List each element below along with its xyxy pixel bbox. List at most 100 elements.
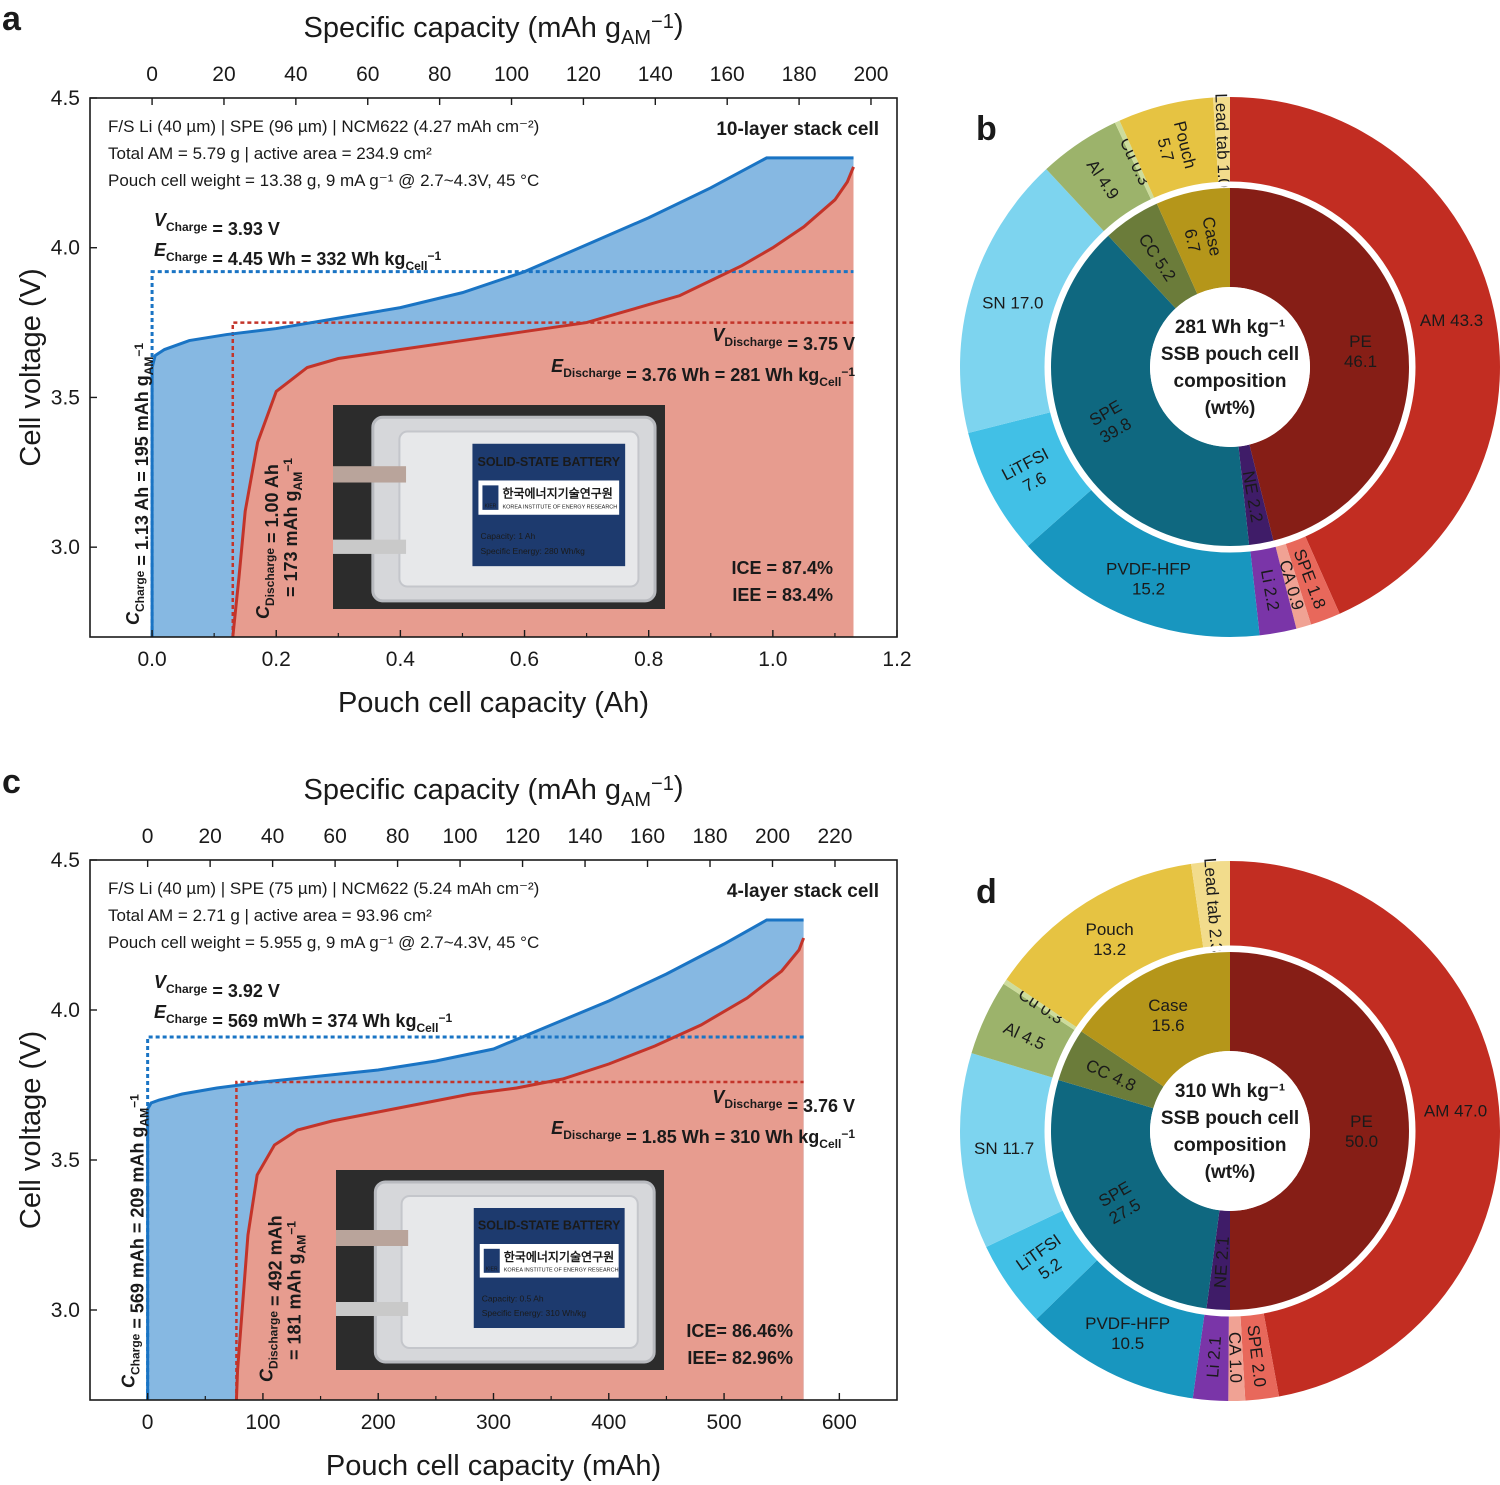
text-span: E (551, 1118, 564, 1138)
iee-label: IEE = 83.4% (732, 585, 833, 605)
top-x-tick-label: 180 (782, 63, 817, 86)
subscript: Cell (819, 375, 841, 389)
top-x-tick-label: 140 (638, 63, 673, 86)
text-span: V (154, 210, 168, 230)
c-charge-label: CCharge = 569 mAh = 209 mAh gAM−1 (119, 1094, 152, 1388)
text-span: = 569 mAh = 209 mAh g (128, 1127, 148, 1334)
panel-a-line-chart: 0.0 0.2 0.4 0.6 0.8 1.0 1.2 3.0 3.5 4.0 4.5 0 20 40 60… (2, 0, 912, 719)
v-charge-label: VCharge = 3.93 V (154, 210, 280, 239)
info-line: Total AM = 5.79 g | active area = 234.9 … (108, 144, 432, 163)
outer-slice-lead-tab (1213, 97, 1230, 185)
outer-slice-litfsi (986, 1209, 1099, 1320)
text-span: = 3.76 Wh = 281 Wh kg (621, 365, 819, 385)
outer-slice-am (1230, 861, 1500, 1397)
outer-slice-spe (1240, 1310, 1280, 1401)
top-x-tick-label: 0 (146, 63, 158, 86)
top-x-tick-label: 20 (212, 63, 235, 86)
text-span: = 3.75 V (782, 334, 855, 354)
x-tick-label: 500 (707, 1411, 742, 1434)
text-span: = 3.76 V (782, 1096, 855, 1116)
text-span: ) (674, 771, 684, 803)
discharge-curve (231, 166, 855, 638)
top-x-tick-label: 180 (692, 825, 727, 848)
outer-slice-label: Lead tab 1.0 (1211, 93, 1233, 188)
subscript: Charge (133, 570, 147, 612)
inner-slice-label: NE 2.1 (1211, 1236, 1233, 1289)
top-x-tick-label: 140 (568, 825, 603, 848)
discharge-curve (234, 937, 806, 1401)
battery-label-title: SOLID-STATE BATTERY (478, 455, 621, 469)
x-tick-label: 0.0 (137, 648, 166, 671)
top-x-tick-label: 100 (494, 63, 529, 86)
text-span: C (123, 611, 143, 625)
battery-label-title: SOLID-STATE BATTERY (478, 1219, 621, 1233)
outer-slice-label: PVDF-HFP 15.2 (1106, 559, 1191, 598)
y-tick-label: 3.5 (51, 1149, 80, 1172)
top-x-tick-label: 80 (428, 63, 451, 86)
discharge-average-voltage-line (235, 1080, 804, 1400)
charge-curve (146, 918, 804, 1400)
text-span: = 1.13 Ah = 195 mAh g (132, 375, 152, 570)
center-text-line: 281 Wh kg⁻¹ (1175, 317, 1285, 338)
text-span: = 492 mAh (265, 1215, 285, 1311)
superscript: −1 (841, 365, 855, 379)
text-span: ) (674, 9, 684, 41)
superscript: −1 (651, 773, 674, 795)
x-axis-title: Pouch cell capacity (mAh) (326, 1450, 661, 1482)
e-charge-label: ECharge = 4.45 Wh = 332 Wh kgCell−1 (154, 240, 441, 273)
outer-slice-sn (959, 169, 1106, 433)
org-name-korean: 한국에너지기술연구원 (502, 486, 612, 501)
center-text-line: (wt%) (1205, 1162, 1256, 1183)
subscript: AM (138, 1108, 152, 1127)
text-span: C (253, 605, 273, 619)
superscript: −1 (284, 1221, 298, 1235)
outer-slice-label: Pouch 13.2 (1086, 920, 1134, 959)
x-tick-label: 400 (591, 1411, 626, 1434)
text-span: E (551, 356, 564, 376)
donut-hole (1150, 1051, 1310, 1211)
info-line: Pouch cell weight = 5.955 g, 9 mA g⁻¹ @ … (108, 933, 539, 952)
info-line: Pouch cell weight = 13.38 g, 9 mA g⁻¹ @ … (108, 171, 539, 190)
inner-slice-pe (1230, 188, 1409, 541)
pouch-cell-photo: SOLID-STATE BATTERY KIER 한국에너지기술연구원 KOREA I… (336, 1170, 664, 1370)
kier-logo-text: KIER (485, 503, 497, 509)
v-discharge-label: VDischarge = 3.75 V (712, 325, 855, 354)
subscript: Charge (166, 1012, 208, 1026)
subscript: AM (291, 472, 305, 491)
center-text-line: SSB pouch cell (1161, 1108, 1299, 1129)
inner-slice-cc (1058, 1031, 1164, 1109)
battery-specific-energy: Specific Energy: 310 Wh/kg (482, 1308, 587, 1318)
text-span: = 4.45 Wh = 332 Wh kg (207, 249, 405, 269)
panel-letter: a (2, 0, 22, 38)
slice-value: 50.0 (1345, 1132, 1378, 1151)
info-line: F/S Li (40 µm) | SPE (75 µm) | NCM622 (5… (108, 879, 539, 898)
y-tick-label: 4.5 (51, 87, 80, 110)
c-discharge-label: CDischarge = 1.00 Ah (253, 464, 282, 619)
slice-name: PE (1350, 1112, 1373, 1131)
subscript: Discharge (724, 335, 782, 349)
outer-slice-label: AM 43.3 (1420, 311, 1483, 330)
chart-title: 4-layer stack cell (727, 881, 879, 902)
outer-slice-label: SN 11.7 (974, 1139, 1034, 1158)
tab-bottom (336, 1302, 409, 1316)
text-span: = 181 mAh g (284, 1253, 304, 1360)
outer-slice-spe (1284, 534, 1340, 625)
text-span: = 1.85 Wh = 310 Wh kg (621, 1127, 819, 1147)
inner-slice-label: PE 50.0 (1345, 1112, 1378, 1151)
slice-name: PVDF-HFP (1085, 1314, 1170, 1333)
battery-specific-energy: Specific Energy: 280 Wh/kg (480, 546, 585, 556)
c-discharge-specific-label: = 173 mAh gAM−1 (281, 458, 305, 597)
text-span: = 173 mAh g (281, 490, 301, 597)
superscript: −1 (427, 249, 441, 263)
text-span: Specific capacity (mAh g (304, 12, 622, 44)
subscript: AM (294, 1235, 308, 1254)
x-tick-label: 100 (245, 1411, 280, 1434)
x-tick-label: 1.2 (882, 648, 911, 671)
tab-bottom (333, 539, 407, 554)
v-discharge-label: VDischarge = 3.76 V (712, 1087, 855, 1116)
outer-slice-am (1230, 97, 1500, 614)
pouch-cell-photo: SOLID-STATE BATTERY KIER 한국에너지기술연구원 KOREA I… (333, 405, 665, 609)
subscript: Charge (129, 1333, 143, 1375)
info-line: F/S Li (40 µm) | SPE (96 µm) | NCM622 (4… (108, 117, 539, 136)
